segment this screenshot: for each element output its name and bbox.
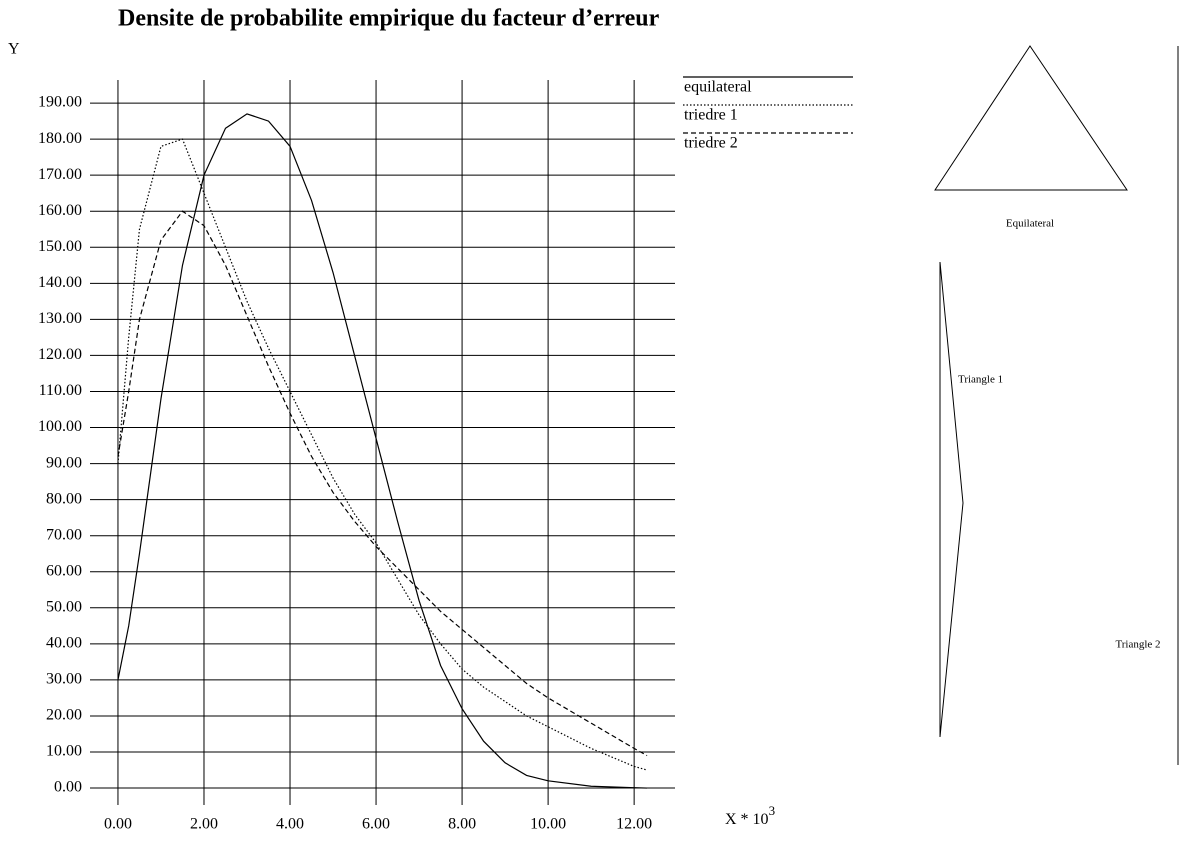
x-tick-label: 6.00	[362, 816, 390, 833]
x-tick-label: 2.00	[190, 816, 218, 833]
y-tick-label: 0.00	[54, 779, 82, 796]
series-line	[117, 138, 648, 771]
y-tick-label: 100.00	[38, 418, 82, 435]
y-tick-label: 170.00	[38, 166, 82, 183]
x-axis-label-exponent: 3	[769, 803, 776, 818]
diagram-label: Equilateral	[1006, 218, 1054, 230]
legend-label: triedre 2	[684, 135, 738, 152]
y-tick-label: 60.00	[46, 562, 82, 579]
legend-label: equilateral	[684, 79, 752, 96]
x-tick-label: 12.00	[616, 816, 652, 833]
y-tick-label: 180.00	[38, 130, 82, 147]
y-tick-label: 90.00	[46, 454, 82, 471]
x-axis-label-base: X * 10	[725, 811, 769, 828]
y-tick-label: 160.00	[38, 202, 82, 219]
y-tick-label: 40.00	[46, 635, 82, 652]
y-tick-label: 190.00	[38, 94, 82, 111]
diagram-label: Triangle 2	[1115, 639, 1160, 651]
x-axis-label: X * 103	[725, 803, 775, 828]
triangle-1	[939, 261, 964, 738]
y-tick-label: 110.00	[39, 382, 82, 399]
y-tick-label: 20.00	[46, 707, 82, 724]
y-tick-label: 10.00	[46, 743, 82, 760]
y-tick-label: 140.00	[38, 274, 82, 291]
y-axis-label: Y	[8, 41, 20, 58]
y-tick-label: 150.00	[38, 238, 82, 255]
x-tick-label: 8.00	[448, 816, 476, 833]
diagram-label: Triangle 1	[958, 374, 1003, 386]
x-tick-label: 10.00	[530, 816, 566, 833]
series-line	[117, 113, 648, 789]
y-tick-label: 70.00	[46, 526, 82, 543]
x-tick-label: 0.00	[104, 816, 132, 833]
y-tick-label: 80.00	[46, 490, 82, 507]
x-tick-label: 4.00	[276, 816, 304, 833]
y-tick-label: 50.00	[46, 598, 82, 615]
chart-title: Densite de probabilite empirique du fact…	[118, 6, 660, 32]
y-tick-label: 30.00	[46, 671, 82, 688]
y-tick-label: 120.00	[38, 346, 82, 363]
equilateral-triangle	[934, 45, 1128, 191]
series-line	[117, 210, 648, 757]
y-tick-label: 130.00	[38, 310, 82, 327]
legend-label: triedre 1	[684, 107, 738, 124]
